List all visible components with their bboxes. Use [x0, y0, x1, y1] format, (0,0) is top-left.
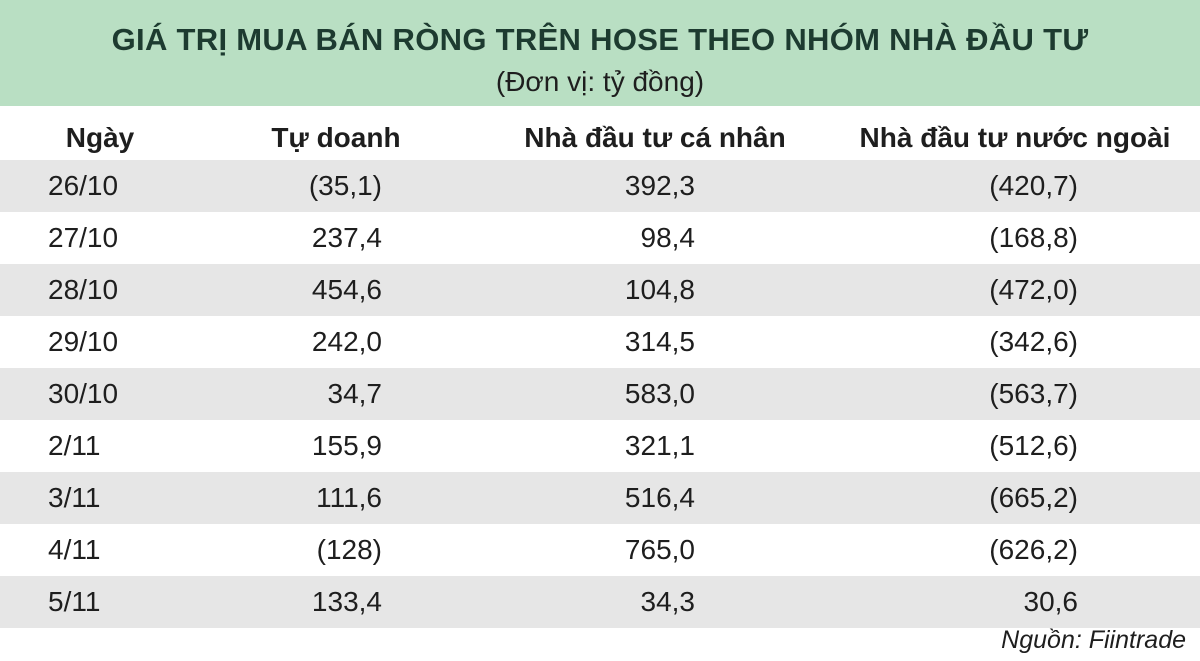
column-header: Tự doanh — [271, 122, 401, 153]
date-cell: 27/10 — [48, 222, 119, 253]
date-cell: 28/10 — [48, 274, 119, 305]
value-cell: (342,6) — [989, 326, 1078, 357]
table-row — [0, 472, 1200, 524]
date-cell: 2/11 — [48, 430, 101, 461]
value-cell: 583,0 — [624, 378, 695, 409]
table-row — [0, 264, 1200, 316]
value-cell: (563,7) — [989, 378, 1078, 409]
value-cell: (665,2) — [989, 482, 1078, 513]
date-cell: 29/10 — [48, 326, 119, 357]
value-cell: 111,6 — [316, 482, 382, 513]
date-cell: 26/10 — [48, 170, 119, 201]
header-band — [0, 0, 1200, 106]
table-row — [0, 576, 1200, 628]
value-cell: 34,7 — [327, 378, 383, 409]
value-cell: 392,3 — [624, 170, 695, 201]
value-cell: (128) — [316, 534, 382, 565]
value-cell: (35,1) — [308, 170, 382, 201]
value-cell: 155,9 — [311, 430, 382, 461]
value-cell: 454,6 — [311, 274, 382, 305]
value-cell: 242,0 — [311, 326, 382, 357]
column-header: Nhà đầu tư cá nhân — [524, 122, 786, 153]
value-cell: 104,8 — [624, 274, 695, 305]
date-cell: 3/11 — [48, 482, 101, 513]
value-cell: 98,4 — [640, 222, 696, 253]
value-cell: (472,0) — [989, 274, 1078, 305]
table-row — [0, 368, 1200, 420]
value-cell: 34,3 — [640, 586, 696, 617]
value-cell: 314,5 — [624, 326, 695, 357]
date-cell: 30/10 — [48, 378, 119, 409]
date-cell: 4/11 — [48, 534, 101, 565]
value-cell: (168,8) — [989, 222, 1078, 253]
column-header: Nhà đầu tư nước ngoài — [859, 122, 1171, 153]
subtitle: (Đơn vị: tỷ đồng) — [495, 66, 705, 97]
date-cell: 5/11 — [48, 586, 101, 617]
table-row — [0, 160, 1200, 212]
value-cell: 765,0 — [624, 534, 695, 565]
value-cell: 237,4 — [311, 222, 382, 253]
value-cell: 321,1 — [624, 430, 695, 461]
value-cell: (626,2) — [989, 534, 1078, 565]
value-cell: 133,4 — [311, 586, 382, 617]
value-cell: (420,7) — [989, 170, 1078, 201]
value-cell: 30,6 — [1023, 586, 1079, 617]
value-cell: (512,6) — [989, 430, 1078, 461]
source: Nguồn: Fiintrade — [1001, 626, 1186, 654]
column-header: Ngày — [65, 122, 135, 153]
value-cell: 516,4 — [624, 482, 695, 513]
title: GIÁ TRỊ MUA BÁN RÒNG TRÊN HOSE THEO NHÓM… — [111, 22, 1089, 57]
